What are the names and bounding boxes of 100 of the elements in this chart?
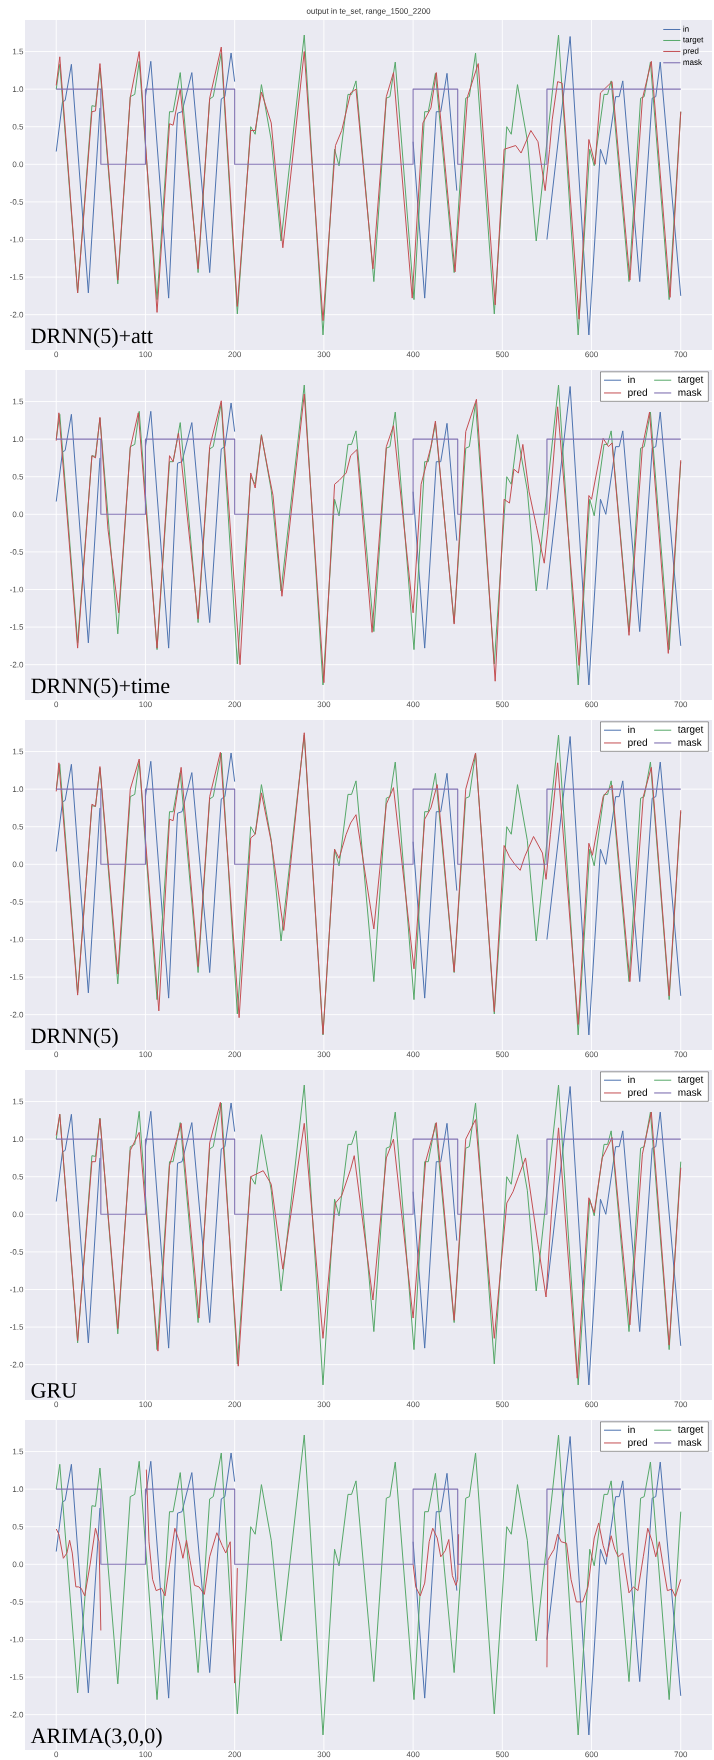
y-tick-label: -2.0 [10,311,24,318]
y-tick-label: -1.5 [10,1674,24,1680]
annotation: DRNN(5) [31,1027,118,1048]
legend-label: in [628,1425,635,1434]
y-tick-label: 0.0 [12,161,24,168]
x-tick-label: 500 [495,1051,509,1058]
legend-label: mask [683,59,703,65]
x-tick-label: 400 [406,351,420,358]
x-tick-label: 600 [585,1401,598,1408]
x-tick-label: 200 [228,351,242,358]
chart-title: output in te_set, range_1500_2200 [306,7,431,16]
y-tick-label: -2.0 [10,1711,24,1718]
x-tick-label: 100 [139,1401,152,1408]
y-tick-label: -2.0 [10,1011,24,1018]
x-tick-label: 500 [495,1751,509,1758]
legend-label: pred [628,1088,647,1098]
x-tick-label: 200 [228,1751,242,1758]
y-tick-label: -1.5 [10,974,24,980]
y-tick-label: -1.0 [10,936,24,943]
x-tick-label: 300 [317,1051,331,1058]
x-tick-label: 600 [585,701,598,708]
y-tick-label: 0.0 [12,1211,24,1218]
y-tick-label: -1.0 [10,236,24,243]
x-tick-label: 300 [317,351,331,358]
y-tick-label: 1.0 [12,1136,24,1142]
x-tick-label: 200 [228,1401,242,1408]
y-tick-label: 1.5 [12,48,24,55]
y-tick-label: 0.5 [12,1523,24,1530]
legend-label: pred [628,1438,647,1448]
y-tick-label: 1.0 [12,786,24,792]
legend-label: mask [678,1438,702,1446]
legend-label: target [677,1426,704,1435]
y-tick-label: -1.0 [10,1286,24,1293]
y-tick-label: -1.5 [10,274,24,280]
y-tick-label: 1.5 [12,1448,24,1455]
annotation: DRNN(5)+time [31,677,170,698]
y-tick-label: -0.5 [10,899,24,905]
y-tick-label: 1.5 [12,398,24,405]
legend-label: in [628,725,635,734]
y-tick-label: -0.5 [10,199,24,205]
x-tick-label: 200 [228,701,242,708]
y-tick-label: -1.0 [10,586,24,593]
y-tick-label: -0.5 [10,1599,24,1605]
y-tick-label: -0.5 [10,549,24,555]
legend-label: mask [678,388,702,396]
x-tick-label: 600 [585,1051,598,1058]
x-tick-label: 0 [54,1751,59,1758]
legend-label: in [683,25,689,32]
x-tick-label: 0 [54,701,59,708]
x-tick-label: 0 [54,1051,59,1058]
y-tick-label: 1.0 [12,86,24,92]
legend-label: pred [628,738,647,748]
x-tick-label: 200 [228,1051,242,1058]
legend-label: target [677,1076,704,1085]
legend-label: target [677,726,704,735]
y-tick-label: -2.0 [10,661,24,668]
x-tick-label: 100 [139,1051,152,1058]
x-tick-label: 400 [406,701,420,708]
x-tick-label: 400 [406,1751,420,1758]
legend-label: pred [628,388,647,398]
annotation: GRU [31,1383,77,1398]
x-tick-label: 500 [495,351,509,358]
x-tick-label: 600 [585,1751,598,1758]
legend-label: target [683,37,704,44]
x-tick-label: 700 [674,1051,688,1058]
legend-label: in [628,375,635,384]
annotation: DRNN(5)+att [31,327,153,348]
x-tick-label: 100 [139,351,152,358]
x-tick-label: 400 [406,1401,420,1408]
x-tick-label: 300 [317,1401,331,1408]
x-tick-label: 600 [585,351,598,358]
legend-label: pred [683,47,699,56]
x-tick-label: 400 [406,1051,420,1058]
y-tick-label: 0.5 [12,123,24,130]
y-tick-label: -1.5 [10,624,24,630]
x-tick-label: 100 [139,1751,152,1758]
y-tick-label: 1.0 [12,436,24,442]
legend-label: in [628,1075,635,1084]
legend-label: mask [678,738,702,746]
x-tick-label: 500 [495,701,509,708]
y-tick-label: 1.0 [12,1486,24,1492]
annotation: ARIMA(3,0,0) [30,1727,162,1748]
y-tick-label: -0.5 [10,1249,24,1255]
x-tick-label: 300 [317,1751,331,1758]
y-tick-label: 0.5 [12,473,24,480]
x-tick-label: 0 [54,351,59,358]
y-tick-label: 1.5 [12,748,24,755]
x-tick-label: 700 [674,1401,688,1408]
y-tick-label: -1.5 [10,1324,24,1330]
y-tick-label: 0.0 [12,861,24,868]
x-tick-label: 700 [674,351,688,358]
x-tick-label: 700 [674,1751,688,1758]
legend-label: mask [678,1088,702,1096]
x-tick-label: 0 [54,1401,59,1408]
y-tick-label: 0.0 [12,511,24,518]
y-tick-label: 0.5 [12,823,24,830]
x-tick-label: 700 [674,701,688,708]
y-tick-label: 0.0 [12,1561,24,1568]
legend-label: target [677,376,704,385]
y-tick-label: 1.5 [12,1098,24,1105]
